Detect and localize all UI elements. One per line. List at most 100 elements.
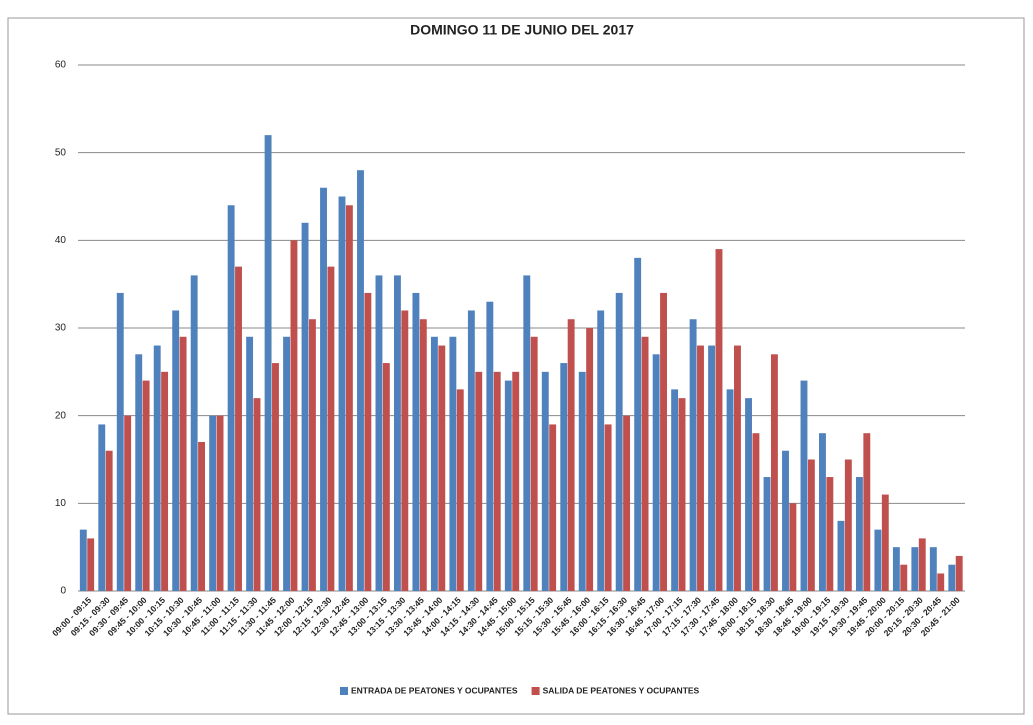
legend-label: ENTRADA DE PEATONES Y OCUPANTES: [351, 685, 518, 695]
bar: [955, 555, 963, 591]
bar: [357, 170, 364, 591]
bar: [216, 415, 224, 591]
bar: [634, 257, 642, 591]
bar: [338, 196, 346, 591]
bar: [382, 363, 390, 591]
bar: [142, 380, 150, 591]
bar: [235, 266, 242, 591]
bar: [438, 345, 446, 591]
bar: [79, 529, 87, 591]
bar: [449, 336, 457, 591]
bar: [671, 389, 679, 591]
bar: [623, 415, 631, 591]
bar: [327, 266, 335, 591]
bar: [467, 310, 475, 591]
bar: [881, 494, 889, 591]
bar: [770, 354, 778, 591]
bar: [937, 573, 945, 591]
bar: [567, 319, 575, 591]
bar: [678, 398, 686, 591]
bar: [320, 187, 327, 591]
legend-label: SALIDA DE PEATONES Y OCUPANTES: [543, 685, 700, 695]
bar: [578, 371, 586, 591]
y-tick-label: 0: [60, 586, 66, 597]
bar: [708, 345, 716, 591]
bar: [190, 275, 198, 591]
bar: [844, 459, 852, 591]
bar: [98, 424, 106, 591]
y-tick-label: 10: [55, 498, 67, 509]
bar: [290, 240, 298, 592]
bar: [179, 336, 187, 591]
bar: [715, 249, 723, 591]
bar: [419, 319, 427, 591]
bar: [253, 398, 261, 591]
bar: [948, 564, 956, 591]
bar: [855, 477, 863, 591]
bar: [512, 371, 520, 591]
y-tick-label: 30: [55, 323, 67, 334]
bar: [246, 336, 254, 591]
bar: [87, 538, 95, 591]
bar: [412, 292, 420, 591]
bar: [734, 345, 741, 591]
bar: [752, 433, 760, 591]
bar: [697, 345, 704, 591]
bar: [227, 205, 235, 591]
bar: [807, 459, 815, 591]
bar: [493, 371, 501, 591]
bar: [819, 433, 826, 591]
bar: [660, 292, 667, 591]
bar: [116, 292, 124, 591]
bar: [135, 354, 143, 591]
bar: [918, 538, 926, 591]
bar: [161, 371, 169, 591]
y-tick-label: 20: [55, 410, 67, 421]
bar: [430, 336, 438, 591]
bar: [272, 363, 279, 591]
bar: [375, 275, 383, 591]
bar: [789, 503, 797, 591]
y-tick-label: 50: [55, 147, 67, 158]
legend-swatch: [340, 687, 348, 695]
chart-title: DOMINGO 11 DE JUNIO DEL 2017: [410, 22, 634, 38]
bar: [264, 135, 272, 591]
bar: [763, 477, 771, 591]
bar: [530, 336, 538, 591]
bar: [726, 389, 734, 591]
legend-swatch: [531, 687, 540, 695]
bar: [597, 310, 605, 591]
bar: [900, 564, 908, 591]
bar: [892, 547, 900, 591]
bar: [475, 371, 483, 591]
bar: [301, 222, 309, 592]
bar: [863, 433, 871, 591]
bar: [826, 477, 834, 591]
y-tick-label: 40: [55, 235, 67, 246]
bar: [153, 345, 161, 591]
bar: [172, 310, 180, 591]
bar: [209, 415, 217, 591]
bar: [308, 319, 316, 591]
bar: [911, 547, 919, 591]
bar: [689, 319, 697, 591]
bar: [401, 310, 409, 591]
bar: [124, 415, 132, 591]
bar: [198, 441, 206, 591]
bar: [745, 398, 752, 591]
bar: [523, 275, 531, 591]
bar: [641, 336, 649, 591]
y-tick-label: 60: [55, 60, 67, 71]
bar: [549, 424, 557, 591]
bar: [652, 354, 660, 591]
bar: [283, 336, 291, 591]
bar: [486, 301, 494, 591]
bar: [345, 205, 353, 591]
bar: [929, 547, 937, 591]
bar: [393, 275, 401, 591]
bar: [541, 371, 549, 591]
bar: [615, 292, 623, 591]
bar: [874, 529, 882, 591]
bar: [560, 363, 568, 591]
